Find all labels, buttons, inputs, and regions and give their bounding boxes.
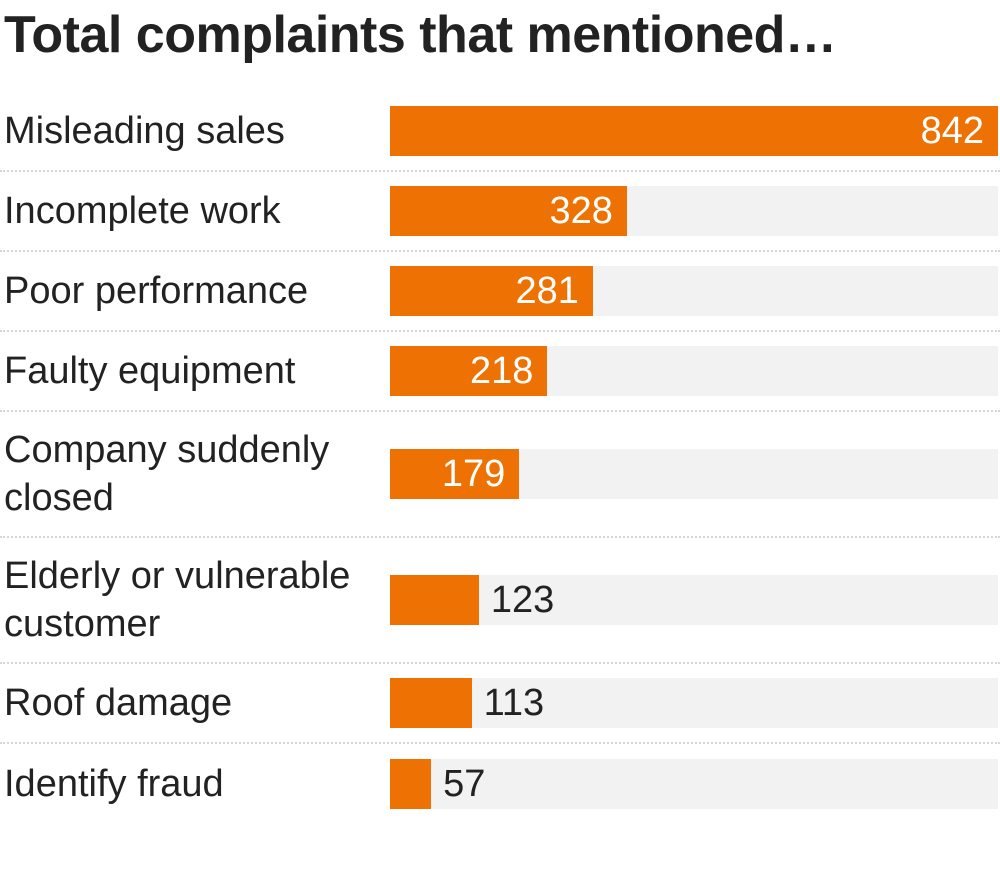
bar — [390, 575, 479, 625]
chart-body: Misleading sales 842 Incomplete work 328 Poo… — [0, 92, 1000, 824]
bar-cell: 218 — [390, 346, 1000, 396]
category-label: Misleading sales — [4, 110, 285, 152]
bar-cell: 328 — [390, 186, 1000, 236]
bar-track — [390, 759, 998, 809]
bar-cell: 281 — [390, 266, 1000, 316]
value-label: 123 — [490, 579, 555, 621]
bar — [390, 759, 432, 809]
bar-track — [390, 678, 998, 728]
category-label: Poor performance — [4, 270, 309, 312]
bar-track — [390, 575, 998, 625]
category-label: Identify fraud — [4, 763, 224, 805]
value-label: 842 — [920, 110, 984, 152]
bar-row: Misleading sales 842 — [0, 92, 1000, 172]
category-label: Roof damage — [4, 682, 233, 724]
value-label: 218 — [470, 350, 534, 392]
bar — [390, 186, 627, 236]
value-label: 281 — [515, 270, 579, 312]
bar-row: Identify fraud 57 — [0, 744, 1000, 824]
bar-row: Poor performance 281 — [0, 252, 1000, 332]
bar — [390, 449, 520, 499]
category-label: Elderly or vulnerable customer — [4, 555, 351, 645]
category-label: Faulty equipment — [4, 350, 296, 392]
bar-row: Elderly or vulnerable customer 123 — [0, 538, 1000, 664]
value-label: 57 — [443, 763, 486, 805]
bar — [390, 266, 593, 316]
bar — [390, 346, 548, 396]
bar-cell: 842 — [390, 106, 1000, 156]
value-label: 328 — [549, 190, 613, 232]
bar-row: Incomplete work 328 — [0, 172, 1000, 252]
bar-row: Roof damage 113 — [0, 664, 1000, 744]
bar-cell: 113 — [390, 678, 1000, 728]
chart-title: Total complaints that mentioned… — [4, 6, 837, 64]
bar — [390, 678, 472, 728]
bar — [390, 106, 998, 156]
bar-cell: 179 — [390, 449, 1000, 499]
bar-row: Company suddenly closed 179 — [0, 412, 1000, 538]
bar-cell: 123 — [390, 575, 1000, 625]
value-label: 179 — [441, 453, 506, 495]
bar-cell: 57 — [390, 759, 1000, 809]
category-label: Incomplete work — [4, 190, 281, 232]
bar-row: Faulty equipment 218 — [0, 332, 1000, 412]
value-label: 113 — [483, 682, 545, 724]
category-label: Company suddenly closed — [4, 429, 330, 519]
